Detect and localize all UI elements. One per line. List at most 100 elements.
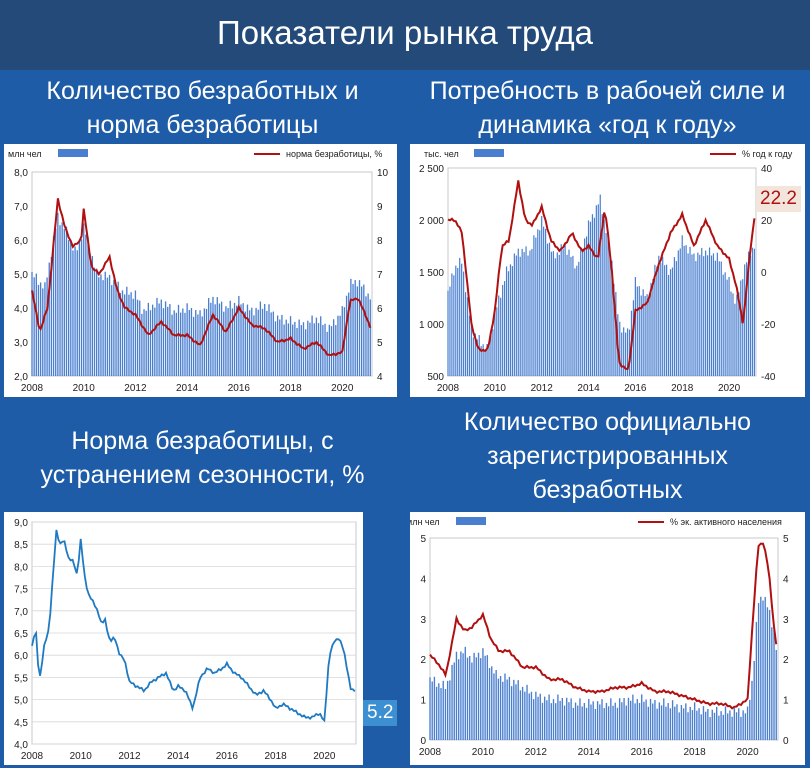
y-left-tick-label: 7,0 bbox=[14, 202, 28, 213]
bar bbox=[576, 265, 578, 376]
bar bbox=[55, 228, 57, 376]
x-tick-label: 2010 bbox=[472, 747, 495, 758]
bar bbox=[490, 331, 492, 376]
page-title: Показатели рынка труда bbox=[217, 14, 593, 51]
bar bbox=[42, 288, 44, 376]
bar bbox=[732, 293, 734, 376]
chart-3-last-value-badge: 5.2 bbox=[363, 700, 398, 726]
bar bbox=[130, 292, 132, 376]
bar bbox=[186, 303, 188, 376]
bar bbox=[156, 297, 158, 376]
y-right-tick-label: 3 bbox=[783, 615, 789, 626]
x-tick-label: 2014 bbox=[176, 383, 199, 394]
bar bbox=[605, 702, 608, 740]
bar bbox=[208, 298, 210, 376]
y-right-tick-label: 0 bbox=[783, 736, 789, 747]
x-tick-label: 2018 bbox=[671, 383, 694, 394]
bar bbox=[335, 325, 337, 376]
bar bbox=[210, 302, 212, 376]
bar bbox=[468, 315, 471, 376]
x-tick-label: 2010 bbox=[70, 751, 93, 762]
bar bbox=[680, 704, 683, 740]
bar bbox=[517, 680, 519, 740]
bar bbox=[559, 700, 561, 740]
bar bbox=[566, 697, 568, 740]
bar bbox=[568, 249, 570, 376]
bar bbox=[167, 306, 169, 376]
legend-line-label: % эк. активного населения bbox=[670, 517, 782, 527]
bar bbox=[57, 212, 59, 376]
bar bbox=[533, 235, 535, 376]
bar bbox=[446, 680, 449, 740]
bar bbox=[52, 236, 55, 376]
bar bbox=[530, 691, 533, 740]
bar bbox=[749, 255, 752, 376]
bar bbox=[85, 234, 87, 376]
bar bbox=[279, 319, 281, 376]
bar bbox=[523, 252, 525, 376]
bar bbox=[601, 214, 603, 376]
bar bbox=[365, 296, 367, 376]
bar bbox=[720, 711, 722, 740]
bar bbox=[660, 263, 662, 376]
y-left-tick-label: 1 000 bbox=[419, 320, 444, 331]
bar bbox=[625, 332, 627, 376]
bar bbox=[59, 225, 61, 376]
bar bbox=[640, 295, 642, 376]
bar bbox=[563, 705, 566, 740]
bar bbox=[100, 274, 102, 376]
bar bbox=[679, 248, 681, 376]
panel-2-title-line-1: Потребность в рабочей силе и bbox=[429, 77, 786, 105]
panel-3-title-line-2: устранением сезонности, % bbox=[40, 461, 365, 489]
x-tick-label: 2012 bbox=[118, 751, 141, 762]
y-left-tick-label: 1 bbox=[420, 696, 426, 707]
bar bbox=[552, 251, 555, 376]
x-tick-label: 2014 bbox=[577, 383, 600, 394]
bar bbox=[457, 267, 459, 376]
bar bbox=[453, 662, 455, 740]
bar bbox=[747, 251, 750, 376]
bar bbox=[464, 646, 466, 740]
panel-1-title: Количество безработных и норма безработи… bbox=[0, 74, 405, 142]
bar bbox=[143, 309, 145, 376]
bar bbox=[515, 684, 517, 740]
bar bbox=[471, 662, 473, 740]
bar bbox=[691, 254, 693, 376]
bar bbox=[440, 688, 442, 740]
bar bbox=[497, 678, 500, 740]
bar bbox=[521, 248, 523, 376]
bar bbox=[539, 693, 541, 740]
bar bbox=[648, 296, 650, 376]
chart-1: 2008 2010 2012 2014 2016 2018 2020 2,0 3,0 4,0 5,0… bbox=[4, 144, 397, 397]
bar bbox=[352, 284, 354, 376]
bar bbox=[526, 684, 528, 740]
bar bbox=[453, 275, 455, 376]
bar bbox=[44, 282, 46, 376]
bar bbox=[700, 714, 702, 740]
panel-2-title-line-2: динамика «год к году» bbox=[478, 111, 737, 139]
bar bbox=[768, 609, 771, 740]
y-right-tick-label: 40 bbox=[761, 164, 773, 175]
bar bbox=[61, 222, 63, 376]
bar bbox=[139, 300, 141, 376]
bar bbox=[593, 217, 595, 376]
bar bbox=[674, 706, 676, 740]
bar bbox=[192, 316, 195, 376]
bar bbox=[589, 221, 592, 376]
bar bbox=[736, 294, 738, 376]
bar bbox=[543, 226, 545, 376]
bar bbox=[718, 261, 720, 376]
bar bbox=[740, 716, 742, 740]
bar bbox=[223, 311, 225, 376]
bar bbox=[240, 304, 242, 376]
bar bbox=[126, 286, 128, 376]
x-tick-label: 2016 bbox=[228, 383, 251, 394]
bar bbox=[612, 705, 614, 740]
bar bbox=[724, 272, 726, 376]
bar bbox=[115, 285, 117, 376]
bar bbox=[205, 308, 208, 376]
legend-line-label: % год к году bbox=[742, 149, 793, 159]
x-tick-label: 2016 bbox=[624, 383, 647, 394]
bar bbox=[664, 265, 666, 376]
y-left-tick-label: 2 000 bbox=[419, 216, 444, 227]
